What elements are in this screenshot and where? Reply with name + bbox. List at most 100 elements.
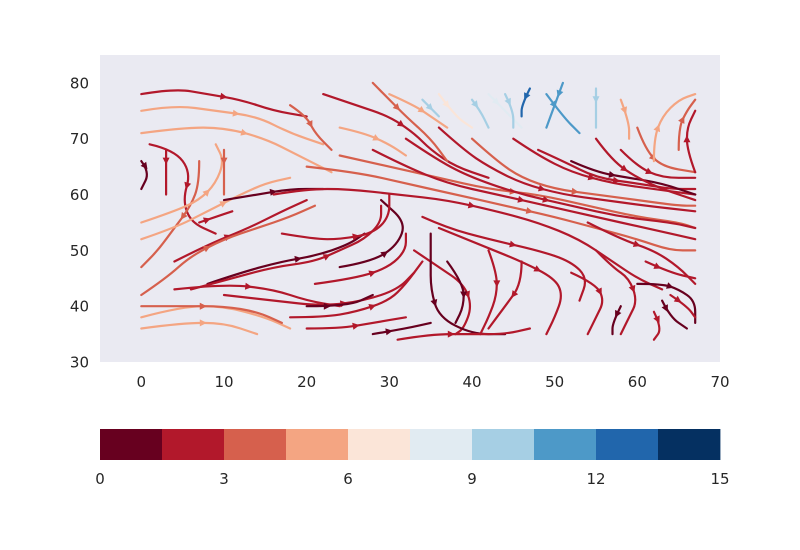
streamline-26: [272, 187, 664, 291]
streamline-arrow-72: [673, 295, 682, 303]
streamline-arrow-38: [571, 187, 579, 195]
streamline-arrow-66: [595, 287, 602, 296]
streamline-arrow-69: [666, 282, 674, 289]
streamline-58: [437, 226, 562, 336]
streamline-55: [520, 87, 531, 118]
streamline-52: [545, 93, 581, 135]
streamline-67: [611, 305, 622, 336]
streamline-41: [570, 160, 697, 196]
streamline-arrow-63: [460, 291, 468, 299]
streamline-arrow-31: [538, 184, 546, 192]
streamline-42: [594, 137, 697, 202]
streamline-arrow-5: [162, 157, 170, 165]
colorbar-segment: [162, 429, 225, 460]
streamline-18: [140, 305, 283, 324]
streamline-arrow-60: [430, 299, 438, 307]
colorbar-segment: [658, 429, 721, 460]
streamline-arrow-10: [269, 188, 278, 196]
colorbar-segment: [596, 429, 659, 460]
streamline-arrow-4: [140, 161, 148, 170]
colorbar-tick-label: 12: [586, 470, 605, 488]
streamline-arrow-21: [368, 304, 377, 311]
streamline-arrow-47: [683, 135, 691, 143]
colorbar-segment: [348, 429, 411, 460]
colorbar-segment: [534, 429, 597, 460]
streamline-28: [338, 154, 697, 230]
streamline-arrow-65: [628, 284, 636, 293]
streamline-arrow-68: [632, 240, 641, 247]
streamline-arrow-32: [396, 119, 405, 127]
streamline-arrow-48: [620, 106, 627, 115]
streamline-34: [371, 81, 449, 163]
streamline-arrow-37: [442, 100, 450, 108]
streamline-arrow-67: [615, 309, 622, 318]
streamline-64: [396, 327, 531, 341]
streamline-arrow-51: [504, 97, 511, 106]
streamline-arrow-22: [323, 302, 331, 310]
streamline-arrow-58: [533, 265, 542, 272]
streamline-arrow-55: [524, 92, 531, 100]
y-tick-label: 60: [70, 186, 89, 204]
streamline-arrow-19: [244, 282, 253, 290]
x-tick-label: 70: [710, 373, 729, 391]
colorbar-segment: [100, 429, 163, 460]
streamline-51: [504, 93, 515, 129]
streamline-48: [619, 98, 631, 140]
streamline-57: [421, 215, 587, 302]
streamline-56: [470, 98, 490, 129]
streamline-arrow-39: [587, 173, 596, 181]
streamline-arrow-45: [653, 124, 661, 133]
streamline-arrow-23: [368, 270, 377, 278]
streamline-arrow-2: [240, 128, 248, 136]
x-tick-label: 50: [545, 373, 564, 391]
streamline-arrow-17: [199, 319, 207, 327]
streamline-arrow-34: [392, 103, 401, 111]
streamline-53: [545, 81, 564, 129]
y-tick-label: 70: [70, 130, 89, 148]
streamline-arrow-36: [417, 106, 426, 113]
streamline-arrow-15: [202, 246, 211, 253]
y-tick-label: 50: [70, 242, 89, 260]
streamline-arrow-26: [467, 201, 476, 209]
streamline-arrow-12: [294, 255, 302, 263]
streamline-arrow-54: [592, 96, 600, 104]
streamline-arrow-57: [509, 240, 517, 248]
plot-area: [100, 55, 720, 362]
streamline-arrow-56: [471, 100, 479, 108]
colorbar-segment: [286, 429, 349, 460]
colorbar-tick-label: 6: [343, 470, 353, 488]
streamline-11: [198, 210, 234, 224]
streamline-37: [437, 93, 474, 129]
streamline-4: [140, 160, 148, 191]
streamline-71: [661, 299, 688, 330]
streamline-45: [652, 93, 697, 163]
streamline-arrow-74: [385, 328, 393, 336]
streamline-arrow-46: [678, 116, 685, 124]
x-tick-label: 10: [214, 373, 233, 391]
streamline-23: [313, 232, 407, 285]
streamline-arrow-40: [612, 176, 621, 184]
streamline-arrow-42: [620, 164, 628, 172]
streamline-arrow-3: [184, 181, 192, 190]
x-tick-label: 30: [380, 373, 399, 391]
streamline-72: [669, 293, 697, 319]
streamline-arrow-24: [380, 251, 389, 258]
streamline-arrow-50: [425, 103, 434, 111]
streamline-69: [636, 282, 697, 324]
y-tick-label: 40: [70, 298, 89, 316]
x-axis: 0 10 20 30 40 50 60 70: [137, 373, 730, 391]
streamline-61: [479, 249, 498, 336]
streamline-arrow-25: [352, 233, 360, 241]
streamline-74: [371, 321, 432, 336]
streamline-arrow-71: [661, 304, 668, 313]
streamline-arrow-49: [491, 97, 500, 105]
streamline-arrow-27: [525, 207, 534, 214]
colorbar-tick-label: 3: [219, 470, 229, 488]
streamline-70: [644, 260, 697, 280]
streamline-arrow-33: [372, 134, 381, 141]
streamline-arrow-9: [219, 201, 228, 208]
streamline-arrow-30: [542, 195, 550, 203]
streamline-arrow-73: [653, 315, 660, 324]
x-tick-label: 20: [297, 373, 316, 391]
